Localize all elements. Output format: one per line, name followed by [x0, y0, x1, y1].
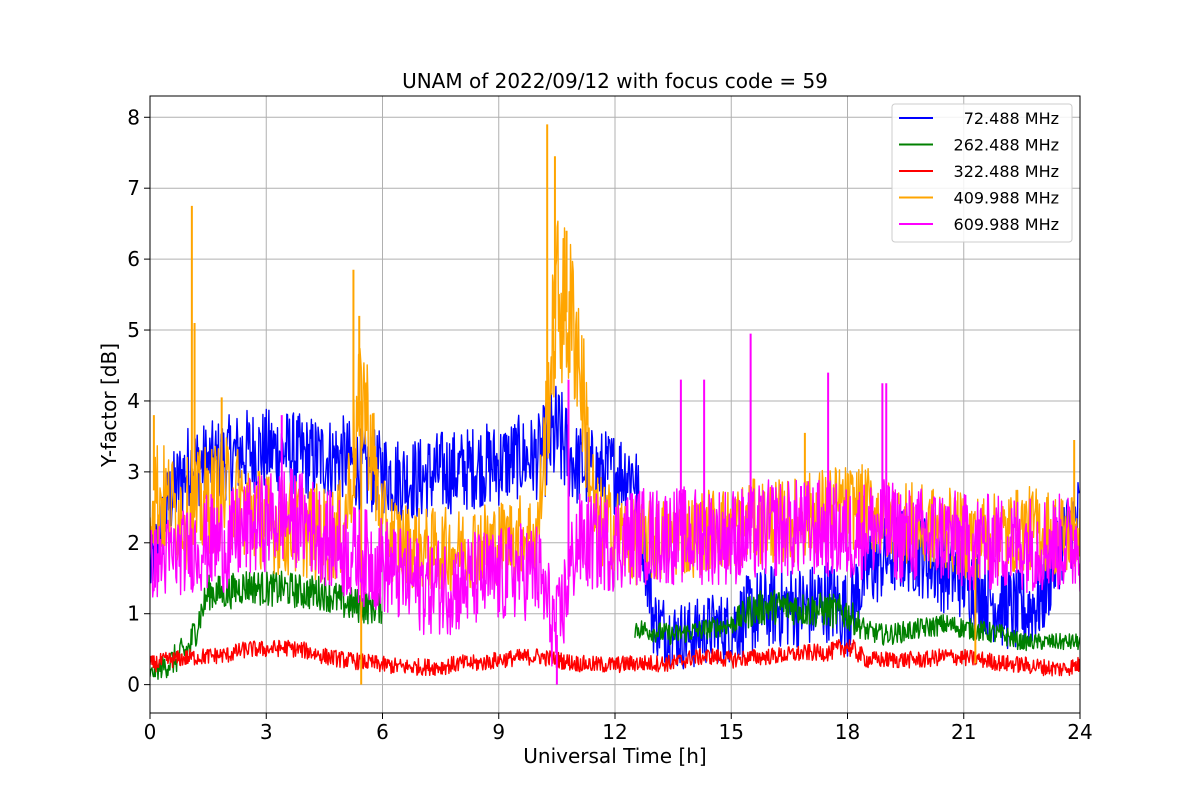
y-tick-label: 6 [127, 247, 140, 271]
legend-label: 409.988 MHz [954, 189, 1059, 208]
y-tick-label: 8 [127, 105, 140, 129]
x-tick-label: 18 [835, 720, 860, 744]
legend-label: 262.488 MHz [954, 136, 1059, 155]
y-axis-label: Y-factor [dB] [97, 343, 121, 468]
x-tick-label: 12 [602, 720, 627, 744]
y-tick-label: 4 [127, 389, 140, 413]
y-tick-label: 5 [127, 318, 140, 342]
y-axis-ticks: 0 1 2 3 4 5 6 7 8 [127, 105, 150, 697]
x-axis-ticks: 0 3 6 9 12 15 18 21 24 [144, 713, 1093, 744]
chart-title: UNAM of 2022/09/12 with focus code = 59 [402, 69, 828, 93]
legend-box [891, 103, 1073, 243]
legend-label: 609.988 MHz [954, 215, 1059, 234]
x-tick-label: 3 [260, 720, 273, 744]
x-tick-label: 21 [951, 720, 976, 744]
series-line [150, 467, 1080, 667]
legend-label: 322.488 MHz [954, 162, 1059, 181]
series-line [150, 638, 1080, 677]
x-tick-label: 9 [492, 720, 505, 744]
x-tick-label: 6 [376, 720, 389, 744]
y-tick-label: 7 [127, 176, 140, 200]
y-tick-label: 3 [127, 460, 140, 484]
legend: 72.488 MHz 262.488 MHz 322.488 MHz 409.988 … [891, 103, 1073, 243]
x-tick-label: 24 [1067, 720, 1092, 744]
x-tick-label: 0 [144, 720, 157, 744]
x-axis-label: Universal Time [h] [523, 744, 706, 768]
legend-label: 72.488 MHz [954, 109, 1059, 128]
y-tick-label: 2 [127, 531, 140, 555]
y-tick-label: 0 [127, 673, 140, 697]
series-lines [150, 124, 1080, 685]
y-tick-label: 1 [127, 602, 140, 626]
x-tick-label: 15 [719, 720, 744, 744]
